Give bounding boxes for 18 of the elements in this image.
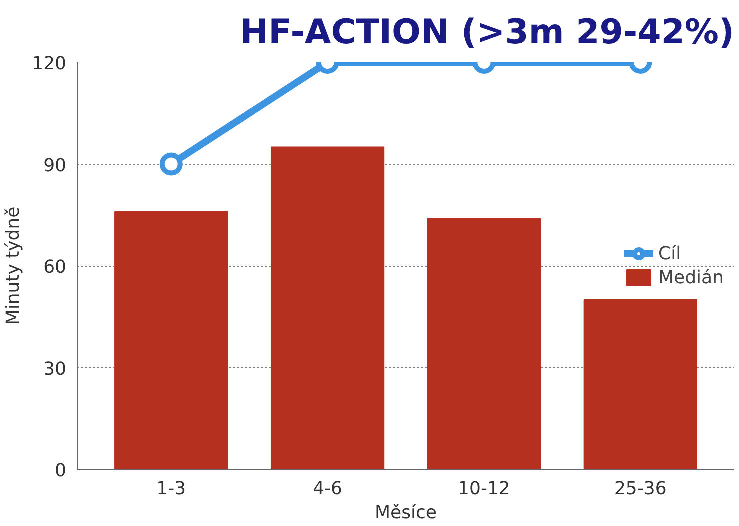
x-tick-label: 25-36	[614, 478, 667, 500]
legend-label: Cíl	[658, 243, 682, 264]
bar	[114, 211, 228, 470]
bar	[427, 218, 542, 470]
bar	[584, 299, 698, 470]
x-tick-label: 1-3	[156, 478, 186, 500]
x-tick-label: 4-6	[313, 478, 342, 500]
y-tick-label: 120	[32, 54, 67, 74]
bar	[270, 146, 385, 470]
legend-label: Medián	[658, 267, 724, 288]
y-tick-label: 0	[55, 460, 66, 482]
y-axis-title: Minuty týdně	[3, 206, 24, 326]
y-tick-label: 90	[44, 155, 66, 176]
x-tick-label: 10-12	[458, 478, 510, 500]
y-tick-label: 60	[44, 257, 66, 278]
chart-title: HF-ACTION (>3m 29-42%)	[240, 12, 735, 52]
x-axis-title: Měsíce	[375, 502, 437, 524]
y-tick-label: 30	[44, 358, 66, 380]
